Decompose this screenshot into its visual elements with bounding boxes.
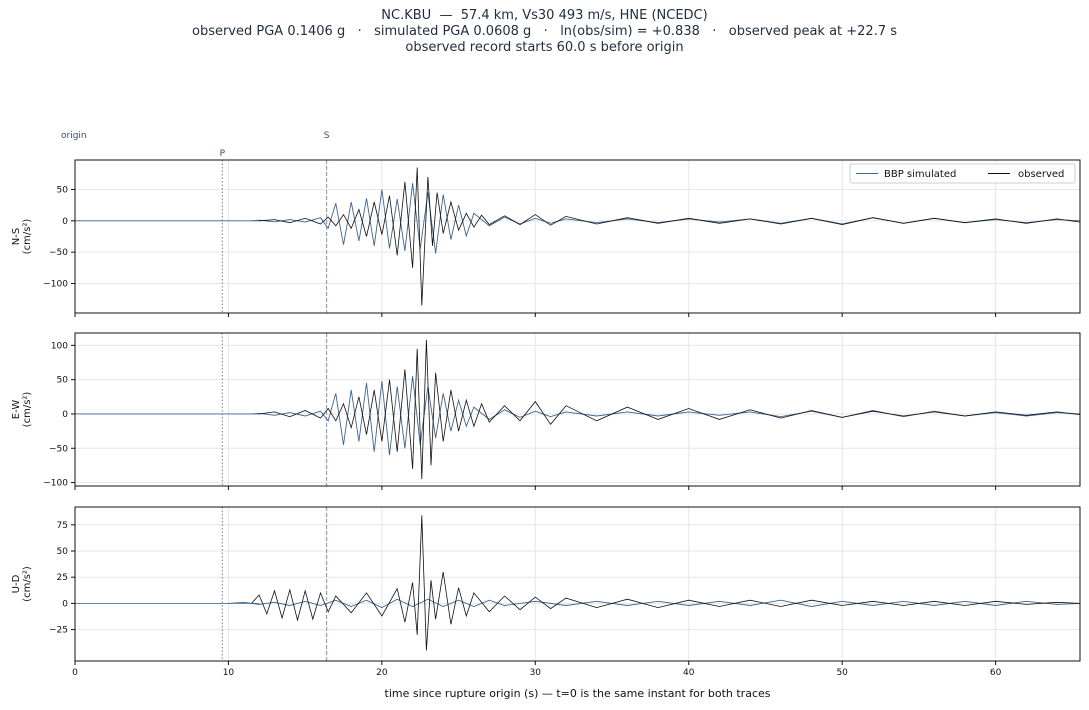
y-tick-label: 25 [57, 573, 68, 583]
y-axis-label: U-D [11, 574, 22, 593]
observed-trace [259, 339, 1081, 480]
x-tick-label: 40 [683, 668, 695, 678]
chart-title: NC.KBU — 57.4 km, Vs30 493 m/s, HNE (NCE… [381, 8, 708, 23]
observed-trace [259, 167, 1081, 306]
legend-label-observed: observed [1018, 169, 1064, 180]
x-tick-label: 30 [530, 668, 542, 678]
axes-frame [74, 506, 1081, 662]
y-tick-label: 50 [57, 185, 69, 195]
y-tick-label: 100 [51, 341, 68, 351]
y-tick-label: 0 [62, 410, 68, 420]
phase-label-p: P [220, 149, 226, 159]
x-tick-label: 60 [990, 668, 1002, 678]
simulated-trace [251, 183, 1081, 254]
y-tick-label: 75 [57, 521, 68, 531]
x-tick-label: 10 [223, 668, 235, 678]
y-axis-unit: (cm/s²) [22, 566, 33, 602]
y-axis-unit: (cm/s²) [22, 219, 33, 255]
chart-subtitle: observed PGA 0.1406 g · simulated PGA 0.… [191, 24, 898, 39]
y-tick-label: −50 [49, 444, 68, 454]
y-tick-label: 50 [57, 376, 69, 386]
y-tick-label: 0 [62, 599, 68, 609]
phase-label-origin: origin [61, 131, 87, 141]
x-tick-label: 50 [836, 668, 848, 678]
y-axis-unit: (cm/s²) [22, 392, 33, 428]
legend-label-simulated: BBP simulated [884, 169, 956, 180]
y-axis-label: E-W [11, 400, 22, 420]
x-tick-label: 20 [376, 668, 388, 678]
chart-subtitle-note: observed record starts 60.0 s before ori… [405, 40, 684, 55]
axes-frame [74, 159, 1081, 314]
y-tick-label: −50 [49, 248, 68, 258]
x-axis-label: time since rupture origin (s) — t=0 is t… [385, 687, 771, 700]
y-tick-label: −100 [43, 479, 68, 489]
y-axis-label: N-S [11, 228, 22, 245]
y-tick-label: −100 [43, 280, 68, 290]
observed-trace [251, 515, 1081, 651]
axes-frame [74, 332, 1081, 487]
y-tick-label: 0 [62, 217, 68, 227]
y-tick-label: −25 [49, 626, 68, 636]
y-tick-label: 50 [57, 547, 69, 557]
simulated-trace [228, 598, 1081, 609]
simulated-trace [251, 376, 1081, 456]
phase-label-s: S [324, 131, 330, 141]
legend-box [849, 163, 1076, 184]
x-tick-label: 0 [72, 668, 78, 678]
